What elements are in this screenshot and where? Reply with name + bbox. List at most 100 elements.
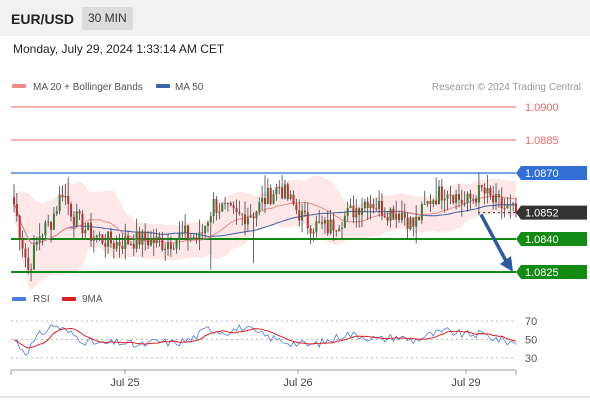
candle (184, 214, 187, 239)
candle-body (469, 193, 472, 199)
symbol-title: EUR/USD (11, 11, 75, 27)
candle (209, 211, 212, 270)
candle (115, 235, 118, 252)
candle-body (289, 194, 292, 199)
candle (107, 231, 110, 254)
candle (189, 233, 192, 243)
candle (58, 186, 61, 215)
candle-body (363, 201, 366, 209)
candle-body (503, 208, 506, 210)
candle (423, 190, 426, 205)
candle-body (175, 240, 178, 249)
candle-body (244, 214, 247, 225)
candle-body (32, 244, 35, 270)
candle-body (138, 231, 141, 245)
candle (443, 189, 446, 213)
candle-body (198, 232, 201, 240)
candle-body (101, 234, 104, 244)
candle-body (463, 203, 466, 205)
candle-body (221, 203, 224, 212)
candle-body (346, 207, 349, 216)
candle-body (24, 248, 27, 258)
candle-body (435, 200, 438, 205)
interval-button[interactable]: 30 MIN (82, 7, 133, 30)
candle (235, 199, 238, 225)
candle-body (483, 187, 486, 194)
candle (315, 215, 318, 238)
candle (175, 238, 178, 254)
candle (289, 190, 292, 201)
candle (201, 224, 204, 241)
candle-body (107, 231, 110, 247)
candle (429, 193, 432, 213)
time-tick-label: Jul 26 (283, 377, 312, 389)
candle-body (144, 231, 147, 241)
ma50-legend-label: MA 50 (175, 82, 204, 93)
candle (469, 189, 472, 210)
candle (400, 200, 403, 224)
candle-body (235, 208, 238, 213)
candle-body (55, 211, 58, 214)
candle (198, 219, 201, 251)
candle-body (315, 221, 318, 232)
candle-body (375, 208, 378, 210)
candle (47, 214, 50, 227)
candle (506, 197, 509, 209)
candle (283, 179, 286, 200)
candle (486, 175, 489, 204)
candle (244, 201, 247, 236)
candle (78, 209, 81, 220)
candle-body (515, 203, 517, 213)
candle-body (169, 243, 172, 249)
candle (412, 217, 415, 237)
key-levels (11, 106, 516, 273)
candle (275, 183, 278, 201)
candle (503, 198, 506, 218)
candle-body (47, 221, 50, 223)
candle-body (21, 237, 24, 249)
candle-body (509, 204, 512, 206)
candle-body (204, 226, 207, 233)
candle (321, 215, 324, 230)
candle-body (72, 216, 75, 226)
candle (409, 216, 412, 231)
candle (312, 228, 315, 242)
candle-body (30, 269, 33, 271)
candle-body (147, 240, 150, 246)
candle (326, 210, 329, 237)
candle (72, 211, 75, 238)
candle (472, 194, 475, 204)
rsi-legend-label: RSI (33, 294, 50, 305)
candle-body (112, 243, 115, 249)
candle (215, 196, 218, 221)
candle-body (292, 194, 295, 205)
candle (226, 202, 229, 212)
candle-body (278, 187, 281, 189)
candle-body (161, 239, 164, 251)
candle-body (149, 238, 152, 246)
candle-body (109, 231, 112, 244)
candle-body (412, 217, 415, 227)
candle (95, 234, 98, 243)
level-label: 1.0885 (525, 135, 559, 147)
candle-body (95, 235, 98, 238)
candle-body (81, 213, 84, 234)
chart-header: EUR/USD 30 MIN (0, 0, 590, 36)
candle (232, 201, 235, 214)
candle (229, 201, 232, 207)
ma20-legend-swatch (12, 84, 26, 88)
candle (483, 183, 486, 205)
candle-body (50, 221, 53, 230)
candle (329, 209, 332, 235)
candle (264, 175, 266, 214)
candle-body (489, 188, 492, 196)
rsi-tick-label: 50 (525, 335, 537, 347)
candlesticks (13, 172, 517, 282)
candle (164, 243, 167, 261)
candle (50, 221, 53, 243)
candle (212, 192, 215, 224)
candle (152, 229, 155, 256)
candle-body (355, 208, 358, 218)
candle (369, 194, 372, 220)
candle-body (178, 233, 181, 241)
